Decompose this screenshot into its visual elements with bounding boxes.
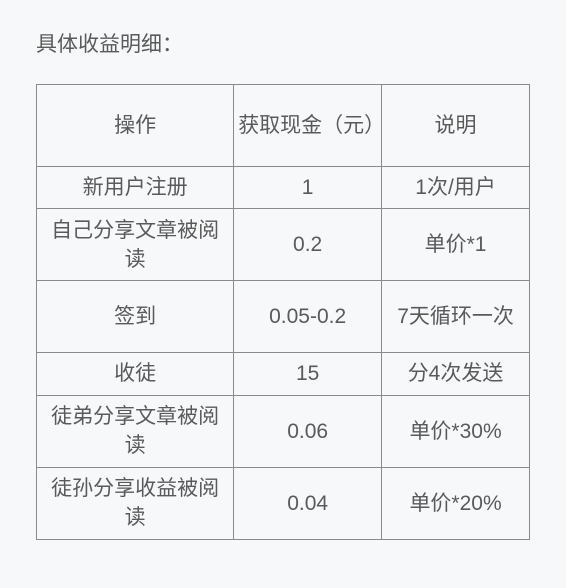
- cell-op: 徒弟分享文章被阅读: [37, 395, 234, 467]
- cell-amount: 0.04: [234, 467, 382, 539]
- page-title: 具体收益明细：: [36, 28, 530, 58]
- cell-op: 签到: [37, 281, 234, 353]
- cell-op: 收徒: [37, 353, 234, 395]
- cell-amount: 0.05-0.2: [234, 281, 382, 353]
- col-header-note: 说明: [382, 85, 530, 167]
- cell-amount: 0.2: [234, 209, 382, 281]
- cell-note: 分4次发送: [382, 353, 530, 395]
- table-row: 收徒15分4次发送: [37, 353, 530, 395]
- cell-note: 单价*1: [382, 209, 530, 281]
- table-row: 自己分享文章被阅读0.2单价*1: [37, 209, 530, 281]
- table-row: 徒孙分享收益被阅读0.04单价*20%: [37, 467, 530, 539]
- col-header-op: 操作: [37, 85, 234, 167]
- table-row: 新用户注册11次/用户: [37, 167, 530, 209]
- cell-amount: 15: [234, 353, 382, 395]
- earnings-table: 操作 获取现金（元） 说明 新用户注册11次/用户自己分享文章被阅读0.2单价*…: [36, 84, 530, 540]
- cell-amount: 1: [234, 167, 382, 209]
- col-header-amount: 获取现金（元）: [234, 85, 382, 167]
- cell-op: 徒孙分享收益被阅读: [37, 467, 234, 539]
- table-row: 徒弟分享文章被阅读0.06单价*30%: [37, 395, 530, 467]
- cell-note: 单价*30%: [382, 395, 530, 467]
- cell-op: 自己分享文章被阅读: [37, 209, 234, 281]
- table-header-row: 操作 获取现金（元） 说明: [37, 85, 530, 167]
- cell-note: 单价*20%: [382, 467, 530, 539]
- cell-amount: 0.06: [234, 395, 382, 467]
- table-body: 新用户注册11次/用户自己分享文章被阅读0.2单价*1签到0.05-0.27天循…: [37, 167, 530, 540]
- table-row: 签到0.05-0.27天循环一次: [37, 281, 530, 353]
- cell-note: 1次/用户: [382, 167, 530, 209]
- cell-note: 7天循环一次: [382, 281, 530, 353]
- cell-op: 新用户注册: [37, 167, 234, 209]
